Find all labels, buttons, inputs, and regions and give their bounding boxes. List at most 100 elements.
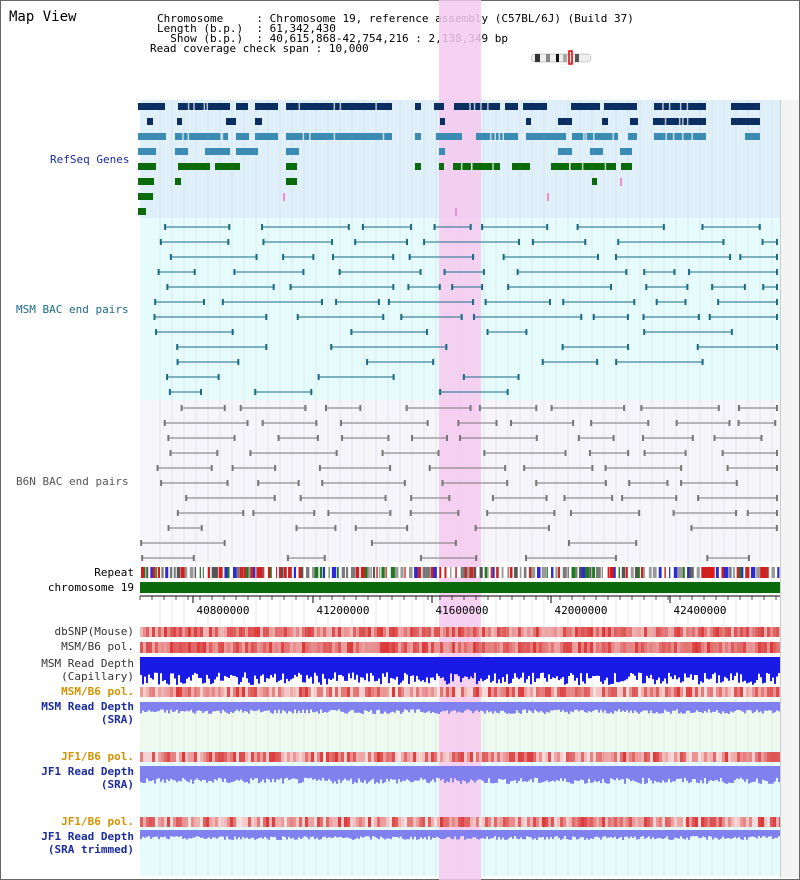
heat-cell xyxy=(359,687,362,697)
heat-cell xyxy=(278,817,281,827)
heat-cell xyxy=(512,752,515,762)
heat-cell xyxy=(356,687,359,697)
depth-bar xyxy=(162,766,164,780)
depth-bar xyxy=(260,702,262,713)
heat-cell xyxy=(464,687,467,697)
heat-cell xyxy=(410,817,413,827)
depth-bar xyxy=(740,766,742,778)
bac-end xyxy=(318,465,321,471)
gene-exon xyxy=(333,102,336,111)
bac-end xyxy=(262,239,265,245)
heat-cell xyxy=(728,627,731,637)
depth-bar xyxy=(666,830,668,837)
depth-bar xyxy=(268,657,270,679)
depth-bar xyxy=(494,830,496,837)
heat-tracks[interactable] xyxy=(140,627,782,827)
heat-cell xyxy=(176,627,179,637)
heat-cell xyxy=(362,817,365,827)
depth-bar xyxy=(510,702,512,714)
heat-cell xyxy=(305,752,308,762)
chromosome-ideogram-icon[interactable] xyxy=(530,50,592,65)
repeat-track[interactable] xyxy=(140,567,782,578)
heat-cell xyxy=(356,752,359,762)
depth-bar xyxy=(386,766,388,779)
msm-bac-pairs-track[interactable] xyxy=(153,224,778,395)
heat-cell xyxy=(644,817,647,827)
depth-bar xyxy=(632,830,634,838)
bac-end xyxy=(265,314,268,320)
depth-bar xyxy=(684,830,686,840)
depth-bar xyxy=(288,830,290,837)
depth-bar xyxy=(684,766,686,778)
heat-cell xyxy=(512,687,515,697)
depth-bar xyxy=(604,657,606,681)
gene-block xyxy=(434,103,444,110)
depth-bar xyxy=(326,657,328,685)
depth-bar xyxy=(350,657,352,679)
heat-cell xyxy=(302,752,305,762)
depth-bar xyxy=(140,702,142,714)
heat-cell xyxy=(251,627,254,637)
depth-bar xyxy=(498,766,500,779)
heat-cell xyxy=(401,627,404,637)
gene-block xyxy=(526,118,531,125)
repeat-element xyxy=(180,567,186,578)
heat-cell xyxy=(431,642,434,653)
heat-cell xyxy=(650,752,653,762)
bac-end xyxy=(331,239,334,245)
repeat-element xyxy=(224,567,229,578)
bac-end xyxy=(227,239,230,245)
bac-end xyxy=(776,344,778,350)
heat-cell xyxy=(590,817,593,827)
depth-tracks[interactable] xyxy=(140,657,780,840)
depth-bar xyxy=(428,702,430,711)
heat-cell xyxy=(494,627,497,637)
repeat-element xyxy=(658,567,662,578)
bac-end xyxy=(272,284,275,290)
repeat-element xyxy=(194,567,197,578)
heat-cell xyxy=(329,642,332,653)
heat-cell xyxy=(419,687,422,697)
bac-end xyxy=(495,420,498,426)
depth-bar xyxy=(398,657,400,685)
depth-bar xyxy=(480,830,482,839)
bac-end xyxy=(141,555,144,561)
heat-cell xyxy=(680,817,683,827)
bac-end xyxy=(738,405,741,411)
depth-bar xyxy=(682,657,684,682)
repeat-element xyxy=(466,567,471,578)
bac-end xyxy=(176,510,179,516)
depth-bar xyxy=(252,702,254,711)
depth-bar xyxy=(332,657,334,679)
heat-cell xyxy=(683,687,686,697)
depth-bar xyxy=(636,657,638,680)
depth-bar xyxy=(548,657,550,675)
gene-block xyxy=(177,118,182,125)
heat-cell xyxy=(308,752,311,762)
heat-cell xyxy=(767,627,770,637)
heat-cell xyxy=(311,642,314,653)
heat-cell xyxy=(362,642,365,653)
depth-bar xyxy=(760,766,762,784)
depth-bar xyxy=(610,702,612,713)
depth-bar xyxy=(668,702,670,712)
depth-bar xyxy=(244,657,246,673)
refseq-genes-track[interactable] xyxy=(138,102,760,216)
heat-cell xyxy=(449,817,452,827)
depth-bar xyxy=(702,830,704,837)
depth-bar xyxy=(608,702,610,714)
axis-tick-label: 40800000 xyxy=(197,604,250,617)
depth-bar xyxy=(150,766,152,782)
depth-bar xyxy=(234,657,236,676)
repeat-element xyxy=(589,567,592,578)
depth-bar xyxy=(336,702,338,711)
depth-bar xyxy=(400,657,402,683)
heat-cell xyxy=(446,752,449,762)
depth-bar xyxy=(280,657,282,680)
heat-cell xyxy=(620,687,623,697)
repeat-element xyxy=(331,567,337,578)
heat-cell xyxy=(560,627,563,637)
heat-cell xyxy=(287,627,290,637)
b6n-bac-pairs-track[interactable] xyxy=(140,405,778,561)
vertical-scrollbar[interactable] xyxy=(780,100,799,878)
